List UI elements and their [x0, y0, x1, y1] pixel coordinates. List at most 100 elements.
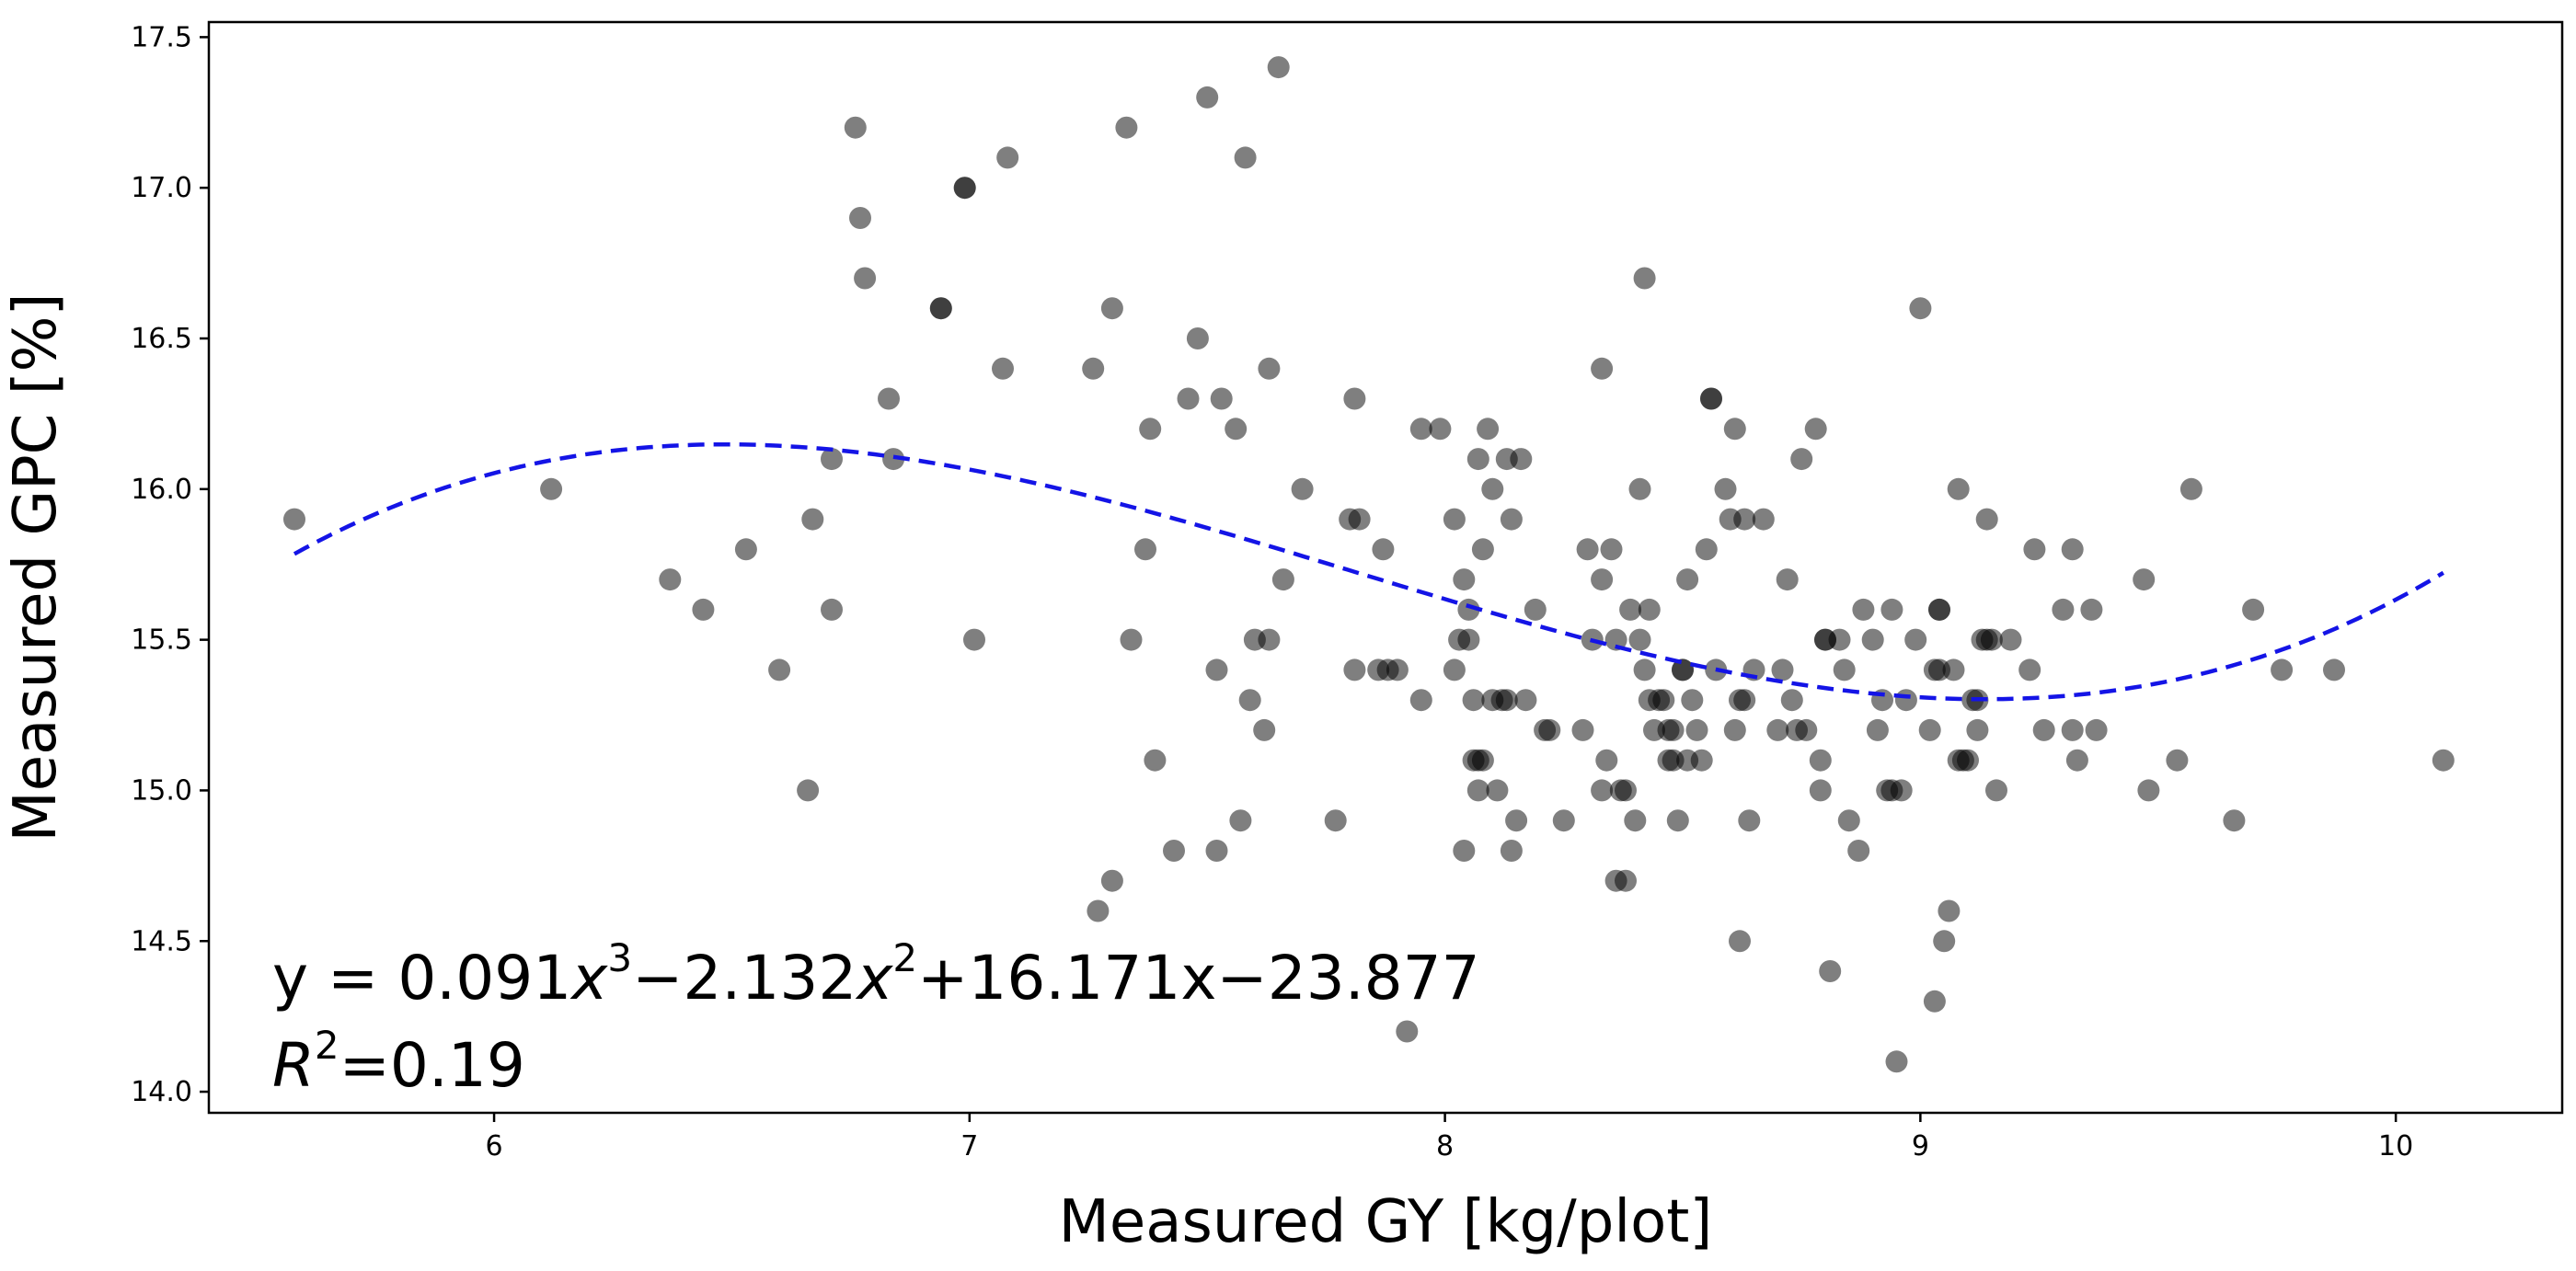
data-point [1253, 718, 1276, 741]
data-point [844, 116, 867, 139]
x-axis: 6 7 8 9 10 [486, 1113, 2413, 1162]
data-point [1100, 297, 1123, 320]
data-point [1291, 477, 1314, 500]
x-tick-label: 10 [2378, 1130, 2413, 1162]
data-point [768, 658, 791, 681]
data-point [1495, 689, 1518, 712]
data-point [1139, 418, 1162, 441]
data-point [1999, 628, 2022, 651]
data-point [1885, 1050, 1908, 1073]
data-point [1652, 689, 1675, 712]
data-point [1695, 538, 1718, 561]
data-point [1205, 658, 1228, 681]
y-tick-label: 16.0 [131, 474, 192, 506]
data-point [1933, 930, 1956, 953]
data-point [2133, 568, 2156, 591]
data-point [1752, 508, 1775, 531]
data-point [1343, 387, 1366, 410]
data-point [1795, 718, 1818, 741]
data-point [1938, 899, 1961, 922]
data-point [1633, 267, 1656, 290]
data-point [882, 448, 905, 471]
data-point [1672, 658, 1694, 681]
data-point [1082, 357, 1105, 380]
data-point [1738, 809, 1761, 832]
x-axis-label: Measured GY [kg/plot] [1059, 1188, 1713, 1256]
data-point [1809, 779, 1832, 802]
r2-var: R [272, 1030, 315, 1101]
data-point [1538, 718, 1561, 741]
data-point [1457, 628, 1480, 651]
data-point [1714, 477, 1737, 500]
data-point [797, 779, 820, 802]
data-point [1894, 689, 1917, 712]
eq-prefix: y = 0.091 [272, 943, 571, 1013]
r2-value: =0.19 [339, 1030, 525, 1101]
data-point [2323, 658, 2345, 681]
data-point [2242, 598, 2265, 621]
data-point [2052, 598, 2075, 621]
y-axis-label: Measured GPC [%] [2, 293, 70, 842]
eq-var2: x [855, 943, 893, 1013]
data-point [1462, 689, 1485, 712]
data-point [1980, 628, 2003, 651]
data-point [1776, 568, 1799, 591]
r2-exp: 2 [315, 1023, 339, 1068]
data-point [1471, 538, 1494, 561]
data-point [1343, 658, 1366, 681]
data-point [1443, 658, 1466, 681]
data-point [1505, 809, 1528, 832]
eq-exp2: 2 [892, 935, 917, 980]
data-point [283, 508, 305, 531]
data-point [1985, 779, 2007, 802]
eq-var1: x [569, 943, 608, 1013]
data-point [2166, 749, 2189, 772]
data-point [1510, 448, 1533, 471]
data-point [2137, 779, 2160, 802]
data-point [1790, 448, 1813, 471]
data-point [1258, 628, 1281, 651]
data-point [1552, 809, 1575, 832]
x-tick-label: 7 [960, 1130, 978, 1162]
data-point [1396, 1020, 1419, 1043]
data-point [1386, 658, 1409, 681]
y-axis: 14.0 14.5 15.0 15.5 16.0 16.5 17.0 17.5 [131, 21, 209, 1108]
data-point [1928, 598, 1950, 621]
data-point [1087, 899, 1110, 922]
data-point [1443, 508, 1466, 531]
data-point [929, 297, 952, 320]
data-point [1681, 689, 1704, 712]
data-point [1453, 568, 1476, 591]
data-point [2179, 477, 2202, 500]
data-point [1453, 840, 1476, 862]
data-point [2061, 718, 2084, 741]
plot-frame [207, 20, 2564, 1115]
y-tick-label: 15.5 [131, 624, 192, 657]
data-point [1481, 477, 1504, 500]
data-point [1918, 718, 1941, 741]
data-point [878, 387, 900, 410]
data-point [1429, 418, 1452, 441]
data-point [1676, 568, 1699, 591]
data-point [1819, 960, 1842, 982]
data-point [1186, 327, 1209, 349]
data-point [1804, 418, 1827, 441]
data-point [1771, 658, 1794, 681]
x-tick-label: 9 [1912, 1130, 1929, 1162]
data-point [1909, 297, 1932, 320]
data-point [1615, 869, 1637, 892]
data-point [1348, 508, 1371, 531]
data-point [2432, 749, 2455, 772]
data-point [659, 568, 682, 591]
data-point [1229, 809, 1252, 832]
data-point [996, 146, 1019, 169]
data-point [1904, 628, 1927, 651]
data-point [1685, 718, 1708, 741]
data-point [1638, 598, 1661, 621]
data-point [734, 538, 757, 561]
data-point [801, 508, 824, 531]
data-point [1628, 477, 1651, 500]
data-point [1880, 598, 1903, 621]
data-point [1833, 658, 1856, 681]
